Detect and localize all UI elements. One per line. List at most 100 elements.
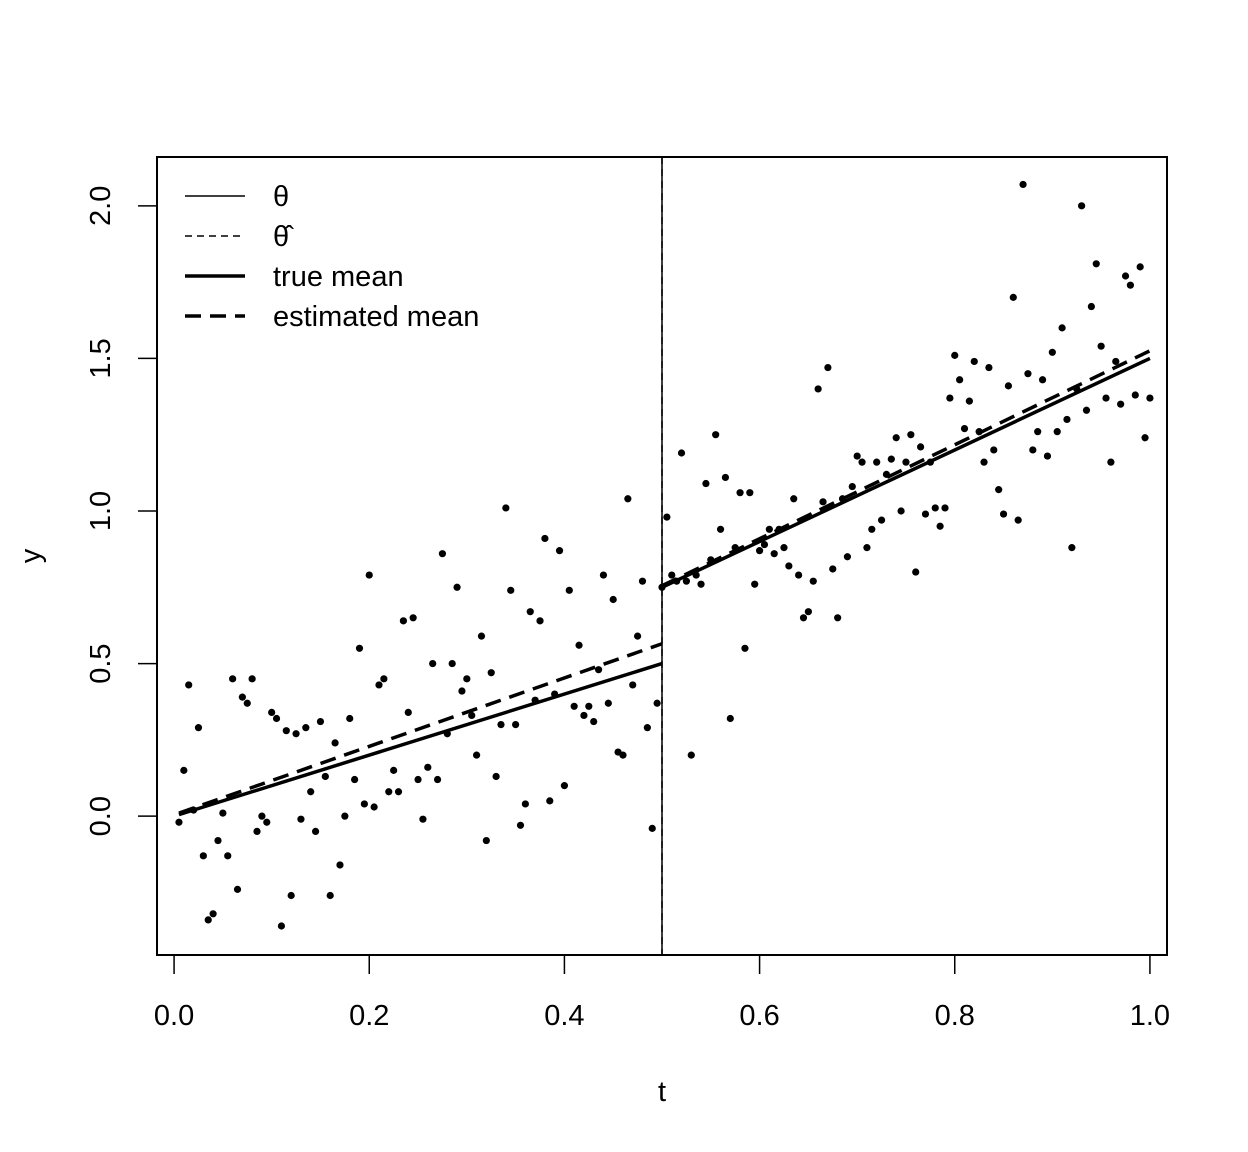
- data-point: [282, 727, 290, 735]
- data-point: [214, 836, 222, 845]
- data-point: [424, 763, 432, 771]
- data-point: [199, 852, 207, 860]
- data-point: [902, 458, 910, 466]
- data-point: [907, 431, 915, 439]
- data-point: [394, 788, 403, 796]
- data-point: [912, 568, 920, 576]
- y-axis-title: y: [15, 548, 47, 563]
- data-point: [1024, 370, 1032, 378]
- data-point: [887, 455, 895, 463]
- data-point: [931, 504, 939, 512]
- x-tick-label: 1.0: [1130, 1000, 1170, 1032]
- data-point: [399, 617, 407, 625]
- data-point: [858, 458, 866, 466]
- data-point: [609, 595, 617, 604]
- data-point: [1029, 446, 1037, 454]
- data-point: [570, 702, 578, 710]
- data-point: [990, 446, 998, 454]
- data-point: [819, 498, 827, 506]
- data-point: [634, 632, 642, 640]
- data-point: [1014, 516, 1022, 524]
- data-point: [492, 772, 500, 781]
- data-point: [765, 525, 773, 533]
- data-point: [365, 571, 373, 579]
- data-point: [936, 522, 944, 530]
- data-point: [243, 699, 251, 707]
- data-point: [790, 495, 798, 503]
- data-point: [546, 797, 554, 805]
- legend-label: θ̂: [273, 221, 294, 253]
- legend-label: θ: [273, 181, 289, 213]
- data-point: [687, 751, 695, 759]
- data-point: [638, 577, 647, 585]
- data-point: [404, 708, 412, 717]
- data-point: [272, 714, 281, 723]
- data-point: [248, 675, 256, 683]
- data-point: [194, 724, 203, 732]
- y-tick-label: 2.0: [85, 186, 117, 226]
- data-point: [804, 608, 812, 616]
- x-tick-label: 0.2: [349, 1000, 389, 1032]
- data-point: [917, 443, 925, 451]
- data-point: [760, 540, 769, 549]
- data-point: [643, 724, 651, 732]
- data-point: [799, 614, 808, 622]
- data-point: [1063, 415, 1071, 424]
- data-point: [463, 675, 471, 683]
- data-point: [736, 489, 744, 497]
- data-point: [277, 922, 286, 930]
- data-point: [809, 577, 817, 585]
- data-point: [873, 458, 881, 466]
- x-tick-label: 0.0: [154, 1000, 194, 1032]
- data-point: [1068, 544, 1076, 552]
- data-point: [877, 516, 886, 524]
- data-point: [351, 775, 359, 784]
- data-point: [814, 385, 822, 393]
- data-point: [468, 711, 476, 720]
- data-point: [585, 702, 593, 710]
- data-point: [175, 818, 183, 826]
- data-point: [848, 482, 856, 491]
- data-point: [985, 363, 993, 372]
- data-point: [995, 486, 1003, 494]
- data-point: [746, 489, 754, 497]
- data-point: [307, 788, 315, 796]
- legend: θ θ̂ true mean estimated mean: [185, 181, 479, 333]
- data-point: [702, 479, 710, 488]
- estimated-mean-line: [661, 349, 1151, 588]
- data-point: [853, 452, 861, 460]
- data-point: [668, 571, 676, 579]
- data-point: [653, 699, 661, 707]
- x-axis-title: t: [658, 1076, 666, 1108]
- data-point: [541, 534, 549, 543]
- data-point: [941, 504, 949, 512]
- data-point: [477, 632, 486, 640]
- data-point: [1131, 391, 1139, 399]
- data-point: [1092, 260, 1100, 268]
- data-point: [375, 681, 383, 689]
- y-tick-label: 0.5: [85, 643, 117, 683]
- data-point: [970, 357, 978, 366]
- data-point: [892, 434, 900, 442]
- data-point: [185, 681, 193, 689]
- data-point: [1136, 263, 1144, 271]
- data-point: [536, 617, 544, 625]
- data-point: [258, 812, 266, 820]
- x-tick-label: 0.6: [739, 1000, 779, 1032]
- data-point: [390, 766, 398, 774]
- legend-label: estimated mean: [273, 301, 479, 333]
- data-point: [497, 721, 505, 729]
- data-point: [224, 852, 232, 860]
- data-point: [482, 836, 490, 845]
- data-point: [629, 681, 637, 689]
- data-point: [429, 659, 437, 668]
- mean-lines: [178, 349, 1151, 817]
- data-point: [438, 550, 447, 558]
- data-point: [370, 803, 378, 811]
- data-point: [868, 525, 876, 533]
- data-point: [829, 565, 837, 573]
- data-point: [453, 583, 461, 591]
- data-point: [526, 608, 534, 616]
- data-point: [1146, 394, 1154, 402]
